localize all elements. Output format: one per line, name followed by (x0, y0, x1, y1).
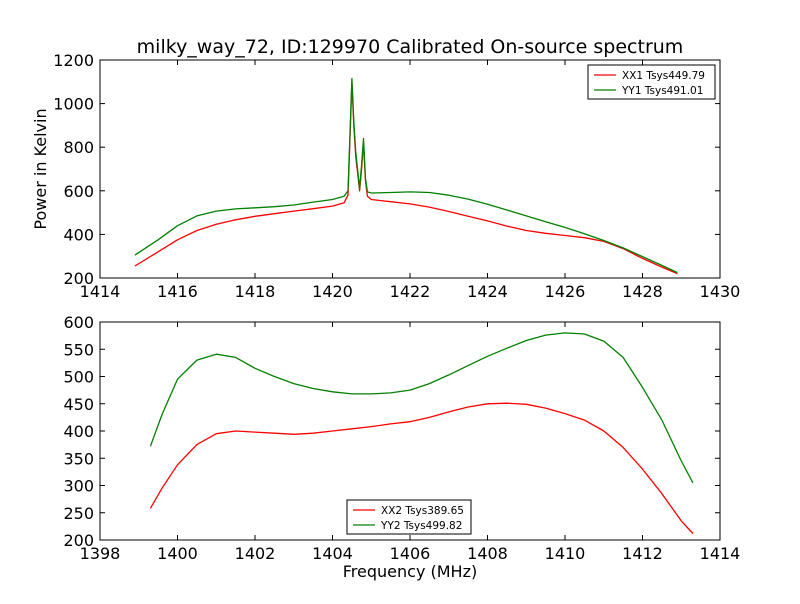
x-tick-label: 1428 (622, 282, 663, 301)
series-line-yy1 (134, 77, 678, 274)
y-axis-label: Power in Kelvin (31, 108, 50, 229)
y-tick-label: 1200 (53, 51, 94, 70)
x-tick-label: 1406 (390, 544, 431, 563)
x-tick-label: 1402 (235, 544, 276, 563)
legend-entry-label: XX2 Tsys389.65 (381, 505, 464, 517)
y-tick-label: 200 (63, 531, 94, 550)
y-tick-label: 500 (63, 368, 94, 387)
chart-title: milky_way_72, ID:129970 Calibrated On-so… (137, 36, 684, 58)
bottom-panel: 1398 1400 1402 1404 1406 1408 1410 1412 1414 200 2… (63, 313, 740, 581)
x-tick-label: 1408 (467, 544, 508, 563)
legend-frame (346, 499, 472, 535)
x-tick-label: 1424 (467, 282, 508, 301)
x-axis-label: Frequency (MHz) (343, 562, 477, 581)
y-tick-label: 300 (63, 477, 94, 496)
y-tick-label: 1000 (53, 95, 94, 114)
y-tick-label: 400 (63, 225, 94, 244)
y-tick-label: 450 (63, 395, 94, 414)
y-tick-label: 350 (63, 449, 94, 468)
x-tick-label: 1414 (700, 544, 741, 563)
x-tick-label: 1404 (312, 544, 353, 563)
y-tick-label: 400 (63, 422, 94, 441)
y-tick-label: 200 (63, 269, 94, 288)
y-tick-label: 600 (63, 313, 94, 332)
top-panel: 1414 1416 1418 1420 1422 1424 1426 1428 1430 200 4… (31, 51, 740, 301)
legend-entry-label: XX1 Tsys449.79 (622, 70, 705, 82)
x-tick-label: 1426 (545, 282, 586, 301)
x-tick-label: 1410 (545, 544, 586, 563)
x-tick-label: 1398 (80, 544, 121, 563)
legend-frame (587, 64, 716, 100)
x-tick-label: 1418 (235, 282, 276, 301)
x-tick-label: 1416 (157, 282, 198, 301)
y-tick-label: 550 (63, 340, 94, 359)
x-tick-label: 1422 (390, 282, 431, 301)
series-line-yy2 (149, 332, 694, 484)
legend-entry-label: YY1 Tsys491.01 (621, 85, 703, 97)
x-tick-label: 1400 (157, 544, 198, 563)
x-tick-label: 1430 (700, 282, 741, 301)
legend-entry-label: YY2 Tsys499.82 (380, 520, 462, 532)
x-tick-label: 1420 (312, 282, 353, 301)
y-tick-label: 600 (63, 182, 94, 201)
y-tick-label: 800 (63, 138, 94, 157)
x-tick-label: 1414 (80, 282, 121, 301)
y-tick-label: 250 (63, 504, 94, 523)
legend: XX1 Tsys449.79 YY1 Tsys491.01 (587, 64, 716, 100)
series-line-xx2 (149, 402, 694, 534)
x-tick-label: 1412 (622, 544, 663, 563)
legend: XX2 Tsys389.65 YY2 Tsys499.82 (346, 499, 472, 535)
